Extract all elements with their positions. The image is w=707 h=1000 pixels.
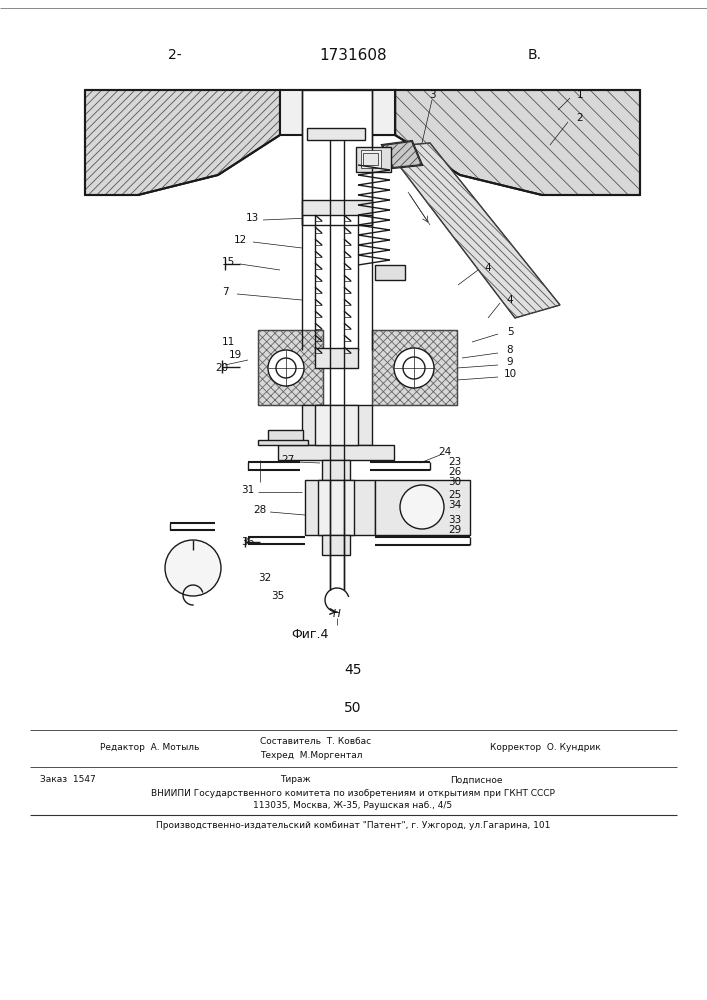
Text: 30: 30 <box>448 477 462 487</box>
Text: 23: 23 <box>448 457 462 467</box>
Text: 35: 35 <box>271 591 285 601</box>
Polygon shape <box>385 143 560 318</box>
Text: Тираж: Тираж <box>280 776 310 784</box>
Text: 2: 2 <box>577 113 583 123</box>
Text: 50: 50 <box>344 701 362 715</box>
Text: Корректор  О. Кундрик: Корректор О. Кундрик <box>490 744 601 752</box>
Text: 4: 4 <box>485 263 491 273</box>
Bar <box>258 330 323 405</box>
Text: 33: 33 <box>448 515 462 525</box>
Text: 13: 13 <box>245 213 259 223</box>
Text: 36: 36 <box>241 537 255 547</box>
Text: 29: 29 <box>448 525 462 535</box>
Bar <box>322 460 350 480</box>
Circle shape <box>403 357 425 379</box>
Text: 1: 1 <box>577 90 583 100</box>
Text: 28: 28 <box>253 505 267 515</box>
Bar <box>356 147 391 172</box>
Text: 5: 5 <box>507 327 513 337</box>
Text: 26: 26 <box>448 467 462 477</box>
Bar <box>315 405 358 445</box>
Bar <box>315 348 358 368</box>
Text: H: H <box>333 609 341 619</box>
Bar <box>363 153 378 165</box>
Bar <box>302 200 372 215</box>
Text: 113035, Москва, Ж-35, Раушская наб., 4/5: 113035, Москва, Ж-35, Раушская наб., 4/5 <box>253 802 452 810</box>
Circle shape <box>276 358 296 378</box>
Text: H: H <box>316 100 324 110</box>
Bar <box>322 535 350 555</box>
Polygon shape <box>395 90 640 195</box>
Text: 15: 15 <box>221 257 235 267</box>
Text: В.: В. <box>528 48 542 62</box>
Text: 1731608: 1731608 <box>319 47 387 62</box>
Text: 12: 12 <box>233 235 247 245</box>
Text: Производственно-издательский комбинат "Патент", г. Ужгород, ул.Гагарина, 101: Производственно-издательский комбинат "П… <box>156 822 550 830</box>
Bar <box>372 330 457 405</box>
Bar <box>258 440 308 445</box>
Text: 22: 22 <box>187 587 199 597</box>
Bar <box>305 480 375 535</box>
Bar <box>318 480 354 535</box>
Polygon shape <box>85 90 280 195</box>
Text: 6: 6 <box>367 98 373 108</box>
Bar <box>280 90 395 135</box>
Text: Техред  М.Моргентал: Техред М.Моргентал <box>260 752 363 760</box>
Bar <box>302 90 372 225</box>
Bar <box>268 430 303 442</box>
Text: 32: 32 <box>258 573 271 583</box>
Bar <box>302 405 372 445</box>
Text: 24: 24 <box>438 447 452 457</box>
Text: 31: 31 <box>241 485 255 495</box>
Text: М: М <box>416 500 428 514</box>
Bar <box>258 330 323 405</box>
Text: 45: 45 <box>344 663 362 677</box>
Circle shape <box>394 348 434 388</box>
Text: Составитель  Т. Ковбас: Составитель Т. Ковбас <box>260 738 371 746</box>
Text: 19: 19 <box>228 350 242 360</box>
Text: ВНИИПИ Государственного комитета по изобретениям и открытиям при ГКНТ СССР: ВНИИПИ Государственного комитета по изоб… <box>151 788 555 798</box>
Circle shape <box>400 485 444 529</box>
Text: 34: 34 <box>448 500 462 510</box>
Text: 25: 25 <box>448 490 462 500</box>
Text: 8: 8 <box>507 345 513 355</box>
Text: 7: 7 <box>222 287 228 297</box>
Text: 27: 27 <box>281 455 295 465</box>
Text: Заказ  1547: Заказ 1547 <box>40 776 95 784</box>
Bar <box>278 445 394 460</box>
Text: 2-: 2- <box>168 48 182 62</box>
Text: 10: 10 <box>503 369 517 379</box>
Text: М: М <box>187 562 199 574</box>
Circle shape <box>165 540 221 596</box>
Bar <box>375 265 405 280</box>
Text: Подписное: Подписное <box>450 776 503 784</box>
Text: 11: 11 <box>221 337 235 347</box>
Bar <box>361 150 381 168</box>
Circle shape <box>268 350 304 386</box>
Polygon shape <box>382 141 422 168</box>
Text: 9: 9 <box>507 357 513 367</box>
Bar <box>372 330 457 405</box>
Text: Фиг.4: Фиг.4 <box>291 629 329 642</box>
Text: Редактор  А. Мотыль: Редактор А. Мотыль <box>100 744 199 752</box>
Bar <box>375 480 470 535</box>
Text: ω: ω <box>317 145 327 155</box>
Bar <box>340 90 395 135</box>
Bar <box>307 128 365 140</box>
Text: 4: 4 <box>507 295 513 305</box>
Text: 20: 20 <box>216 363 228 373</box>
Text: 3: 3 <box>428 90 436 100</box>
